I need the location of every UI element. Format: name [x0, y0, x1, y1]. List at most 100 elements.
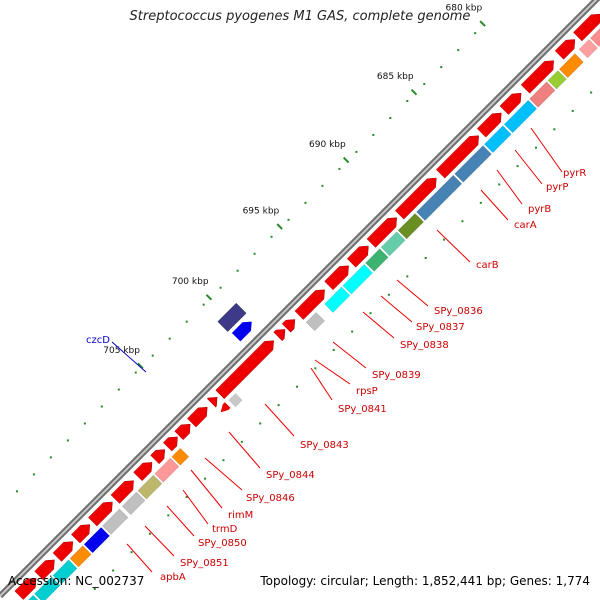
czcd-gene	[217, 302, 247, 332]
cog-bar	[28, 594, 39, 600]
cog-bar	[121, 491, 146, 516]
gene-label: czcD	[86, 335, 110, 346]
cog-bar	[52, 559, 78, 585]
tick-mark	[276, 223, 283, 230]
cog-bar	[578, 39, 598, 59]
tick-dot	[151, 354, 154, 357]
label-line	[310, 367, 333, 401]
label-line	[514, 149, 543, 185]
tick-dot	[130, 551, 133, 554]
tick-dot	[479, 201, 482, 204]
gene-label: pyrP	[546, 182, 568, 193]
cog-bar	[365, 248, 389, 272]
label-line	[228, 431, 261, 469]
label-line	[204, 457, 243, 491]
tick-dot	[66, 439, 69, 442]
tick-label: 690 kbp	[309, 140, 346, 150]
gene-label: SPy_0838	[400, 340, 449, 351]
gene-arrow	[187, 406, 208, 428]
gene-label: carB	[476, 260, 499, 271]
cog-bar	[397, 213, 424, 240]
tick-dot	[204, 477, 207, 480]
gene-arrow	[476, 112, 502, 138]
gene-label: carA	[514, 220, 537, 231]
cog-bar	[590, 28, 600, 47]
features	[14, 13, 600, 600]
tick-dot	[270, 235, 273, 238]
gene-label: apbA	[160, 572, 186, 583]
tick-dot	[474, 32, 477, 35]
tick-dot	[185, 496, 188, 499]
tick-dot	[355, 150, 358, 153]
cog-bar	[69, 545, 92, 568]
cog-bar	[503, 99, 538, 134]
gene-arrow	[554, 39, 576, 60]
cog-bar	[154, 457, 180, 483]
gene-arrow	[34, 559, 55, 581]
gene-arrow	[110, 480, 134, 504]
gene-labels: pyrR pyrP pyrB carA carB SPy_0836 SPy_0837 SPy_…	[86, 168, 586, 583]
label-line	[314, 359, 351, 385]
gene-label: SPy_0850	[198, 538, 247, 549]
gene-arrow	[88, 501, 113, 527]
tick-dot	[389, 116, 392, 119]
gene-arrow	[366, 217, 397, 248]
gene-label: SPy_0839	[372, 370, 421, 381]
cog-bar	[484, 125, 512, 153]
label-line	[362, 311, 395, 339]
accession-text: Accession: NC_002737	[8, 574, 145, 588]
tick-dot	[236, 269, 239, 272]
tick-dot	[32, 473, 35, 476]
tick-dot	[83, 422, 86, 425]
tick-dot	[461, 220, 464, 223]
tick-dot	[406, 100, 409, 103]
tick-dot	[553, 128, 556, 131]
label-line	[190, 469, 223, 509]
tick-dot	[202, 303, 205, 306]
cog-bar	[529, 81, 556, 108]
tick-dot	[167, 514, 170, 517]
cog-bar	[228, 393, 243, 408]
tick-dot	[304, 201, 307, 204]
tick-dot	[49, 456, 52, 459]
tick-dot	[534, 146, 537, 149]
tick-dot	[134, 371, 137, 374]
tick-mark	[205, 294, 213, 301]
tick-dot	[369, 312, 372, 315]
tick-dot	[277, 404, 280, 407]
label-line	[480, 189, 509, 221]
tick-dot	[440, 66, 443, 69]
tick-dot	[372, 133, 375, 136]
gene-arrow	[281, 319, 296, 333]
gene-arrow	[71, 524, 91, 544]
gene-label: SPy_0836	[434, 306, 483, 317]
cog-bar	[558, 53, 584, 79]
tick-dot	[406, 275, 409, 278]
gene-arrow	[273, 329, 286, 342]
cog-bar	[416, 174, 463, 221]
tick-dot	[287, 218, 290, 221]
tick-dot	[185, 320, 188, 323]
gene-arrow	[150, 449, 166, 465]
gene-label: SPy_0837	[416, 322, 465, 333]
gene-arrow	[499, 92, 522, 115]
gene-arrow	[520, 60, 554, 94]
gene-arrow	[133, 462, 153, 482]
tick-dot	[295, 385, 298, 388]
gene-arrow	[14, 578, 37, 600]
gene-arrow	[394, 177, 437, 220]
czcd-cog	[231, 321, 252, 342]
cog-bar	[83, 527, 110, 554]
tick-dot	[424, 257, 427, 260]
gene-arrow	[215, 340, 274, 400]
tick-dot	[423, 83, 426, 86]
gene-arrow	[52, 541, 74, 562]
cog-bar	[305, 312, 325, 332]
tick-mark	[410, 89, 418, 96]
tick-mark	[137, 362, 144, 370]
tick-dots	[15, 32, 593, 590]
cog-bar	[380, 231, 406, 257]
gene-label: pyrR	[563, 168, 586, 179]
gene-label: SPy_0846	[246, 493, 295, 504]
